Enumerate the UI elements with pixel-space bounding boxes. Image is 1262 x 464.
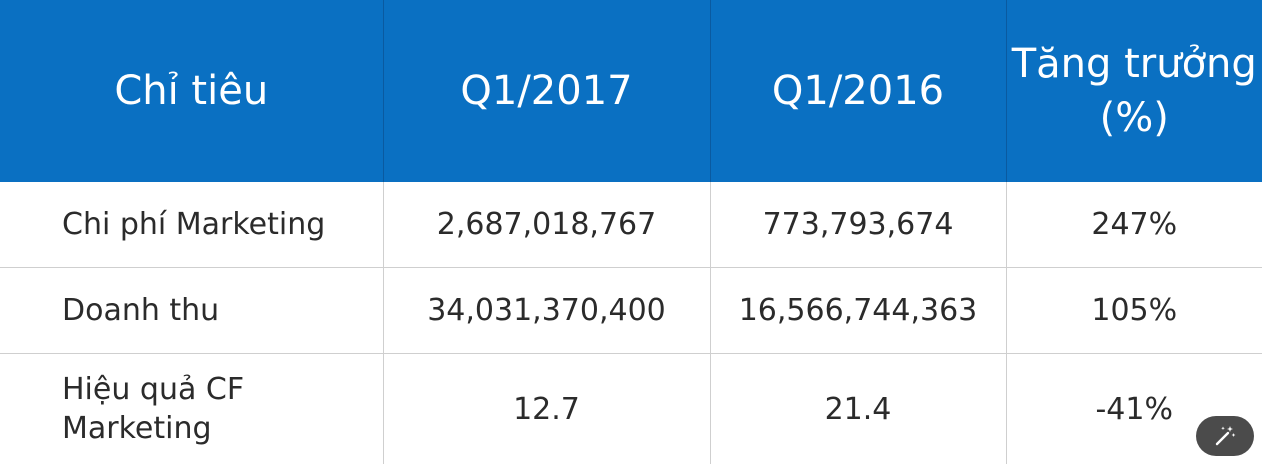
table-body: Chi phí Marketing 2,687,018,767 773,793,… <box>0 182 1262 464</box>
header-q1-2016: Q1/2016 <box>710 0 1007 182</box>
header-q1-2017: Q1/2017 <box>383 0 711 182</box>
row-label-text: Doanh thu <box>62 293 220 328</box>
cell-q1-2016: 773,793,674 <box>710 182 1007 268</box>
cell-q1-2017: 2,687,018,767 <box>383 182 711 268</box>
row-label-text: Hiệu quả CF <box>62 372 245 407</box>
header-q1-2017-label: Q1/2017 <box>460 68 633 114</box>
table-row: Doanh thu 34,031,370,400 16,566,744,363 … <box>0 267 1262 354</box>
cell-q1-2017: 34,031,370,400 <box>383 267 711 354</box>
cell-q1-2017: 12.7 <box>383 353 711 464</box>
cell-growth: 247% <box>1006 182 1262 268</box>
header-q1-2016-label: Q1/2016 <box>771 68 945 114</box>
header-growth-unit: (%) <box>1099 95 1169 141</box>
header-row: Chỉ tiêu Q1/2017 Q1/2016 Tăng trưởng (%) <box>0 0 1262 182</box>
cell-q1-2016: 21.4 <box>710 353 1007 464</box>
header-indicator: Chỉ tiêu <box>0 0 384 182</box>
row-label-text: Chi phí Marketing <box>62 207 326 242</box>
magic-wand-icon <box>1215 426 1236 446</box>
table-header: Chỉ tiêu Q1/2017 Q1/2016 Tăng trưởng (%) <box>0 0 1262 182</box>
row-label: Chi phí Marketing <box>0 182 384 268</box>
header-growth: Tăng trưởng (%) <box>1006 0 1262 182</box>
table-row: Chi phí Marketing 2,687,018,767 773,793,… <box>0 182 1262 268</box>
row-label: Hiệu quả CF Marketing <box>0 353 384 464</box>
cell-growth: -41% <box>1006 353 1262 464</box>
magic-edit-button[interactable] <box>1196 416 1254 456</box>
cell-q1-2016: 16,566,744,363 <box>710 267 1007 354</box>
row-label-text-line2: Marketing <box>62 411 212 446</box>
header-indicator-label: Chỉ tiêu <box>114 68 269 114</box>
row-label: Doanh thu <box>0 267 384 354</box>
cell-growth: 105% <box>1006 267 1262 354</box>
table-row: Hiệu quả CF Marketing 12.7 21.4 -41% <box>0 353 1262 464</box>
header-growth-label: Tăng trưởng <box>1011 41 1257 87</box>
